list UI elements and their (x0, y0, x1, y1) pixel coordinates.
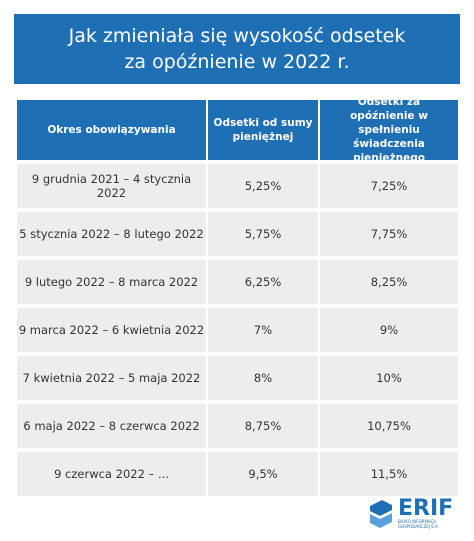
title-banner: Jak zmieniała się wysokość odsetek za op… (14, 14, 460, 84)
cell: 7% (208, 308, 318, 352)
cell: 10,75% (320, 404, 458, 448)
cell: 9 lutego 2022 – 8 marca 2022 (17, 260, 206, 304)
cell: 6 maja 2022 – 8 czerwca 2022 (17, 404, 206, 448)
header-cell: Odsetki od sumy pieniężnej (208, 100, 318, 160)
header-cell: Odsetki za opóźnienie w spełnieniu świad… (320, 96, 458, 164)
cell: 9 czerwca 2022 – ... (17, 452, 206, 496)
logo-name: ERIF (398, 496, 454, 521)
cell: 9 grudnia 2021 – 4 stycznia 2022 (17, 164, 206, 208)
cell: 11,5% (320, 452, 458, 496)
cell: 5,25% (208, 164, 318, 208)
logo: ERIF BIURO INFORMACJI GOSPODARCZEJ S.A. (368, 496, 458, 529)
cell: 5 stycznia 2022 – 8 lutego 2022 (17, 212, 206, 256)
table: Okres obowiązywania Odsetki od sumy pieni… (17, 96, 458, 496)
cell: 6,25% (208, 260, 318, 304)
cell: 9 marca 2022 – 6 kwietnia 2022 (17, 308, 206, 352)
cell: 7 kwietnia 2022 – 5 maja 2022 (17, 356, 206, 400)
logo-subtitle: BIURO INFORMACJI GOSPODARCZEJ S.A. (398, 519, 439, 529)
cell: 5,75% (208, 212, 318, 256)
title-line: za opóźnienie w 2022 r. (124, 51, 350, 73)
cell: 8,25% (320, 260, 458, 304)
cell: 7,25% (320, 164, 458, 208)
cell: 10% (320, 356, 458, 400)
cell: 9% (320, 308, 458, 352)
cell: 9,5% (208, 452, 318, 496)
title-line: Jak zmieniała się wysokość odsetek (68, 25, 406, 47)
logo-icon (370, 500, 392, 528)
cell: 7,75% (320, 212, 458, 256)
cell: 8% (208, 356, 318, 400)
cell: 8,75% (208, 404, 318, 448)
header-cell: Okres obowiązywania (17, 100, 206, 160)
